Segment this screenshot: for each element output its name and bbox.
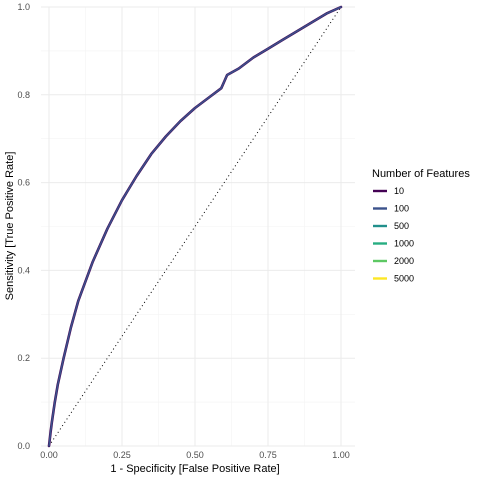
minor-grid bbox=[41, 7, 355, 446]
x-tick-label: 1.00 bbox=[332, 450, 350, 460]
legend-label-100: 100 bbox=[394, 204, 409, 214]
legend-label-10: 10 bbox=[394, 186, 404, 196]
x-axis-title: 1 - Specificity [False Positive Rate] bbox=[110, 463, 279, 475]
legend-title: Number of Features bbox=[372, 168, 470, 180]
legend-label-500: 500 bbox=[394, 221, 409, 231]
x-tick-label: 0.50 bbox=[186, 450, 204, 460]
x-tick-label: 0.75 bbox=[259, 450, 277, 460]
x-tick-label: 0.25 bbox=[113, 450, 131, 460]
y-tick-label: 0.2 bbox=[17, 353, 30, 363]
x-tick-label: 0.00 bbox=[40, 450, 58, 460]
y-axis-ticks: 0.0 0.2 0.4 0.6 0.8 1.0 bbox=[17, 2, 30, 451]
y-axis-title: Sensitivity [True Positive Rate] bbox=[4, 152, 16, 301]
legend-items: 10 100 500 1000 2000 5000 bbox=[373, 186, 414, 284]
legend-label-1000: 1000 bbox=[394, 239, 414, 249]
legend: Number of Features 10 100 500 1000 2000 5000 bbox=[372, 168, 470, 284]
y-tick-label: 0.4 bbox=[17, 265, 30, 275]
series-line-100 bbox=[48, 6, 342, 447]
y-tick-label: 0.6 bbox=[17, 178, 30, 188]
y-tick-label: 1.0 bbox=[17, 2, 30, 12]
major-grid bbox=[41, 6, 355, 447]
legend-label-2000: 2000 bbox=[394, 256, 414, 266]
legend-label-5000: 5000 bbox=[394, 274, 414, 284]
x-axis-ticks: 0.00 0.25 0.50 0.75 1.00 bbox=[40, 450, 350, 460]
series-lines bbox=[47, 5, 343, 448]
y-tick-label: 0.8 bbox=[17, 90, 30, 100]
y-tick-label: 0.0 bbox=[17, 441, 30, 451]
